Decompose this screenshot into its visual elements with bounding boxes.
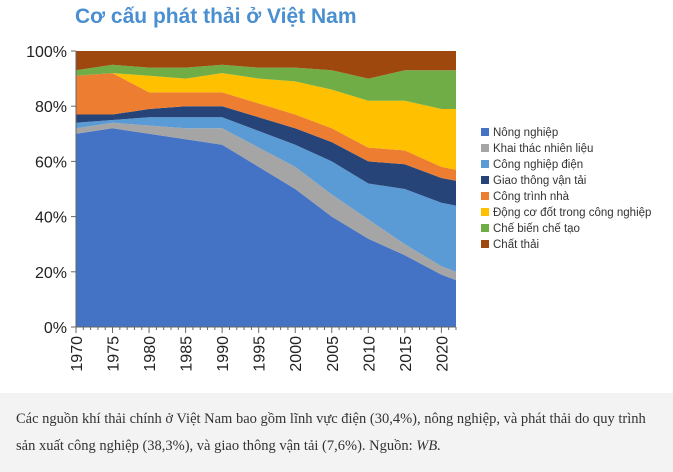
chart-title: Cơ cấu phát thải ở Việt Nam [75,5,357,28]
legend-label: Khai thác nhiên liệu [493,143,593,155]
area-0 [76,128,456,327]
legend-swatch [481,192,489,200]
legend-swatch [481,144,489,152]
x-tick-label: 1975 [106,336,123,372]
x-tick-label: 2015 [398,336,415,372]
y-tick-label: 80% [35,99,67,116]
y-tick-label: 100% [26,44,67,61]
legend-label: Chế biến chế tạo [493,223,580,235]
x-tick-label: 2010 [361,336,378,372]
x-tick-label: 2005 [325,336,342,372]
legend-swatch [481,224,489,232]
x-tick-label: 1985 [179,336,196,372]
x-tick-label: 2000 [288,336,305,372]
y-tick-label: 60% [35,154,67,171]
legend-swatch [481,240,489,248]
figure-caption: Các nguồn khí thải chính ở Việt Nam bao … [0,393,673,472]
legend-swatch [481,160,489,168]
area-layers [76,51,456,327]
area-3 [76,106,456,206]
area-6 [76,64,456,109]
x-axis: 1970 1975 1980 1985 1990 1995 2000 2005 2010 2015… [69,326,457,372]
x-tick-label: 1970 [69,336,86,372]
legend-label: Công trình nhà [493,191,570,203]
x-tick-label: 1995 [252,336,269,372]
legend-swatch [481,176,489,184]
area-1 [76,122,456,281]
y-tick-label: 0% [44,320,67,337]
area-2 [76,117,456,272]
legend-label: Công nghiệp điện [493,159,583,171]
legend-swatch [481,208,489,216]
caption-body: Các nguồn khí thải chính ở Việt Nam bao … [16,411,646,454]
legend-label: Nông nghiệp [493,127,558,139]
area-7 [76,51,456,79]
area-5 [76,73,456,170]
x-tick-label: 1990 [215,336,232,372]
y-tick-label: 20% [35,265,67,282]
legend-swatch [481,128,489,136]
legend: Nông nghiệp Khai thác nhiên liệu Công nghi… [481,127,651,251]
area-4 [76,73,456,181]
legend-label: Chất thải [493,239,539,251]
stacked-area-chart: 0%20%40%60%80%100% 1970 1975 1980 1985 1990 1… [26,44,651,372]
y-axis: 0% 20% 40% 60% 80% 100% [26,44,77,337]
x-tick-label: 2020 [434,336,451,372]
y-tick-label: 40% [35,210,67,227]
legend-label: Giao thông vận tải [493,175,586,187]
caption-source: WB. [416,438,441,454]
caption-text: Các nguồn khí thải chính ở Việt Nam bao … [16,406,657,460]
legend-label: Động cơ đốt trong công nghiệp [493,207,651,219]
x-tick-label: 1980 [142,336,159,372]
